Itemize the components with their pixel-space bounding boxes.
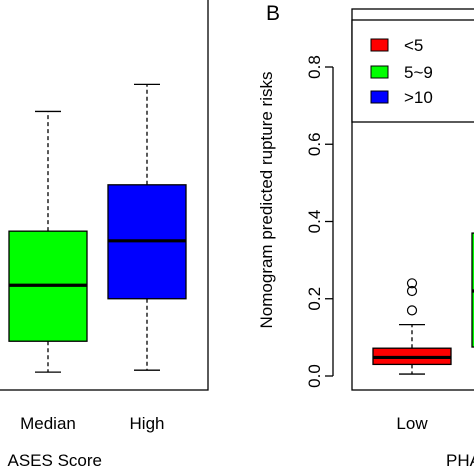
panel-b-plot-frame	[351, 8, 474, 391]
legend-label-gt10: >10	[404, 88, 433, 107]
legend-label-lt5: <5	[404, 36, 423, 55]
panel-a-x-axis-label: ASES Score	[8, 451, 103, 470]
legend-swatch-lt5	[370, 38, 389, 52]
legend-label-5to9: 5~9	[404, 63, 433, 82]
legend-entry-5to9: 5~9	[370, 63, 433, 82]
panel-b-box-low	[372, 278, 452, 375]
panel-b-box-median	[471, 232, 474, 348]
panel-b-outlier-low-1	[406, 285, 418, 297]
panel-a: Median High ASES Score	[0, 0, 209, 470]
legend-swatch-gt10	[370, 90, 389, 104]
panel-b-y-axis-label: Nomogram predicted rupture risks	[257, 72, 276, 329]
panel-a-box-median	[8, 110, 88, 373]
panel-b-y-axis: 0.0 0.2 0.4 0.6 0.8	[305, 55, 334, 388]
panel-a-boxes	[8, 83, 187, 373]
legend-entry-gt10: >10	[370, 88, 433, 107]
panel-b-y-tick-label-3: 0.6	[305, 132, 324, 156]
panel-b-label: B	[266, 2, 280, 25]
panel-a-x-tick-label-median: Median	[20, 414, 76, 433]
panel-a-x-tick-labels: Median High	[20, 414, 164, 433]
panel-b-x-tick-labels: LowMedian	[396, 414, 428, 433]
panel-a-x-tick-label-high: High	[130, 414, 165, 433]
panel-b-x-tick-label-low: Low	[396, 414, 428, 433]
panel-b-y-tick-label-0: 0.0	[305, 364, 324, 388]
legend-entry-lt5: <5	[370, 36, 423, 55]
panel-b-x-axis-label: PHA	[446, 451, 474, 470]
panel-b-y-tick-label-1: 0.2	[305, 287, 324, 311]
panel-b-legend: <5 5~9 >10	[351, 19, 474, 123]
panel-a-box-high	[107, 83, 187, 371]
panel-b-outlier-low-0	[406, 305, 418, 316]
panel-b-y-tick-label-4: 0.8	[305, 55, 324, 79]
panel-b-y-tick-label-2: 0.4	[305, 210, 324, 234]
panel-b: B 0.0 0.2 0.4 0.6 0.8 Nomogram predicted rup…	[257, 2, 474, 470]
legend-swatch-5to9	[370, 65, 389, 79]
panel-a-plot-frame	[0, 0, 209, 391]
panel-b-boxes	[372, 232, 474, 375]
panel-b-outlier-low-2	[406, 278, 418, 289]
